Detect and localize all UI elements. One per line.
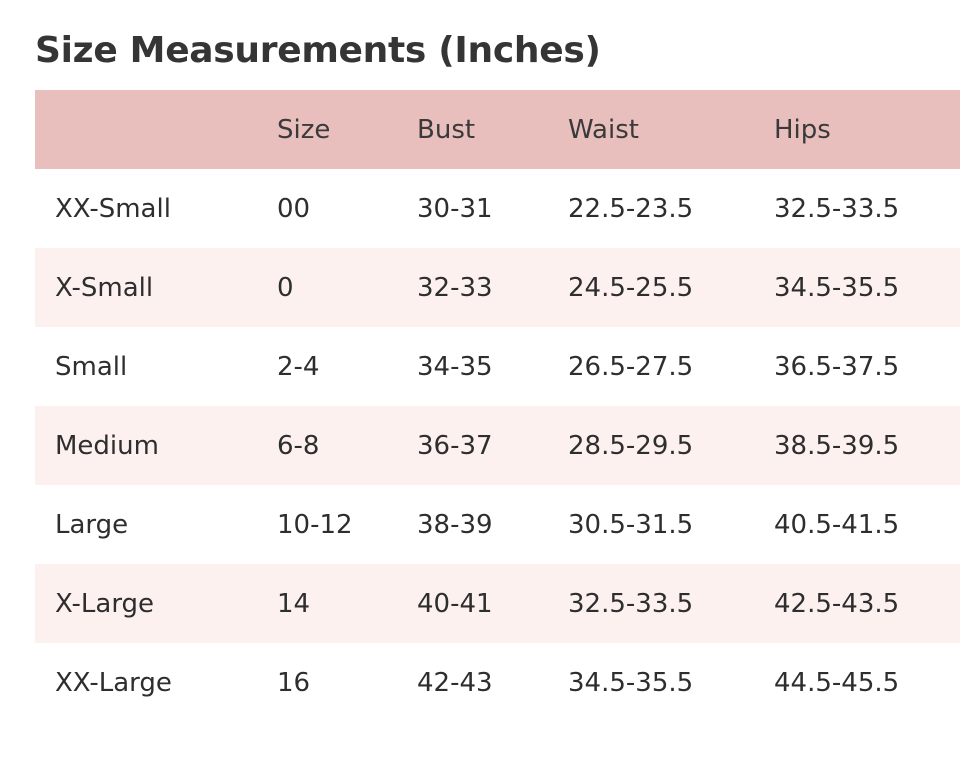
size-name-cell: Large [55, 509, 129, 540]
size-name-cell: Small [55, 351, 128, 382]
bust-cell: 32-33 [417, 272, 493, 303]
header-cell-waist: Waist [568, 114, 639, 145]
hips-cell: 40.5-41.5 [774, 509, 900, 540]
table-row: XX-Large 16 42-43 34.5-35.5 44.5-45.5 [35, 643, 960, 722]
size-cell: 16 [277, 667, 311, 698]
table-row: X-Small 0 32-33 24.5-25.5 34.5-35.5 [35, 248, 960, 327]
bust-cell: 42-43 [417, 667, 493, 698]
size-name-cell: X-Large [55, 588, 155, 619]
size-name-cell: Medium [55, 430, 159, 461]
header-cell-label [35, 90, 277, 169]
bust-cell: 34-35 [417, 351, 493, 382]
size-name-cell: XX-Large [55, 667, 172, 698]
table-row: Medium 6-8 36-37 28.5-29.5 38.5-39.5 [35, 406, 960, 485]
size-name-cell: X-Small [55, 272, 154, 303]
size-cell: 10-12 [277, 509, 353, 540]
table-row: Small 2-4 34-35 26.5-27.5 36.5-37.5 [35, 327, 960, 406]
size-cell: 0 [277, 272, 294, 303]
table-row: Large 10-12 38-39 30.5-31.5 40.5-41.5 [35, 485, 960, 564]
waist-cell: 30.5-31.5 [568, 509, 694, 540]
hips-cell: 38.5-39.5 [774, 430, 900, 461]
table-row: X-Large 14 40-41 32.5-33.5 42.5-43.5 [35, 564, 960, 643]
hips-cell: 36.5-37.5 [774, 351, 900, 382]
header-cell-bust: Bust [417, 114, 476, 145]
page-title: Size Measurements (Inches) [35, 30, 601, 71]
waist-cell: 32.5-33.5 [568, 588, 694, 619]
size-cell: 6-8 [277, 430, 320, 461]
hips-cell: 32.5-33.5 [774, 193, 900, 224]
size-name-cell: XX-Small [55, 193, 171, 224]
size-cell: 00 [277, 193, 311, 224]
hips-cell: 34.5-35.5 [774, 272, 900, 303]
table-header-row: Size Bust Waist Hips [35, 90, 960, 169]
bust-cell: 36-37 [417, 430, 493, 461]
header-cell-size: Size [277, 114, 331, 145]
size-cell: 14 [277, 588, 311, 619]
waist-cell: 24.5-25.5 [568, 272, 694, 303]
size-cell: 2-4 [277, 351, 320, 382]
waist-cell: 28.5-29.5 [568, 430, 694, 461]
bust-cell: 30-31 [417, 193, 493, 224]
hips-cell: 42.5-43.5 [774, 588, 900, 619]
header-cell-hips: Hips [774, 114, 831, 145]
table-row: XX-Small 00 30-31 22.5-23.5 32.5-33.5 [35, 169, 960, 248]
bust-cell: 40-41 [417, 588, 493, 619]
waist-cell: 26.5-27.5 [568, 351, 694, 382]
waist-cell: 34.5-35.5 [568, 667, 694, 698]
waist-cell: 22.5-23.5 [568, 193, 694, 224]
size-measurements-table: Size Bust Waist Hips XX-Small 00 30-31 2… [35, 90, 960, 722]
bust-cell: 38-39 [417, 509, 493, 540]
hips-cell: 44.5-45.5 [774, 667, 900, 698]
